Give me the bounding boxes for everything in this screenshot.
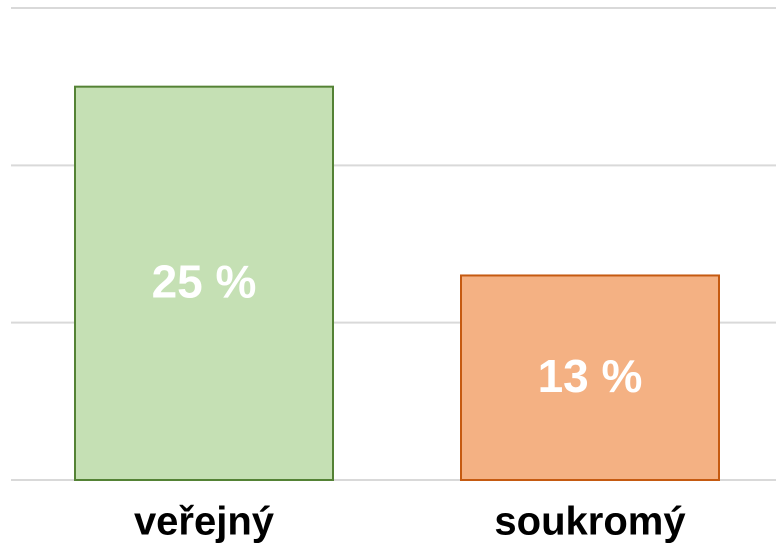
- x-tick-label: veřejný: [134, 500, 275, 544]
- bar: [460, 274, 720, 482]
- data-label: 25 %: [152, 255, 257, 307]
- x-tick-label: soukromý: [494, 500, 686, 544]
- bar: [74, 85, 334, 482]
- data-label: 13 %: [538, 350, 643, 402]
